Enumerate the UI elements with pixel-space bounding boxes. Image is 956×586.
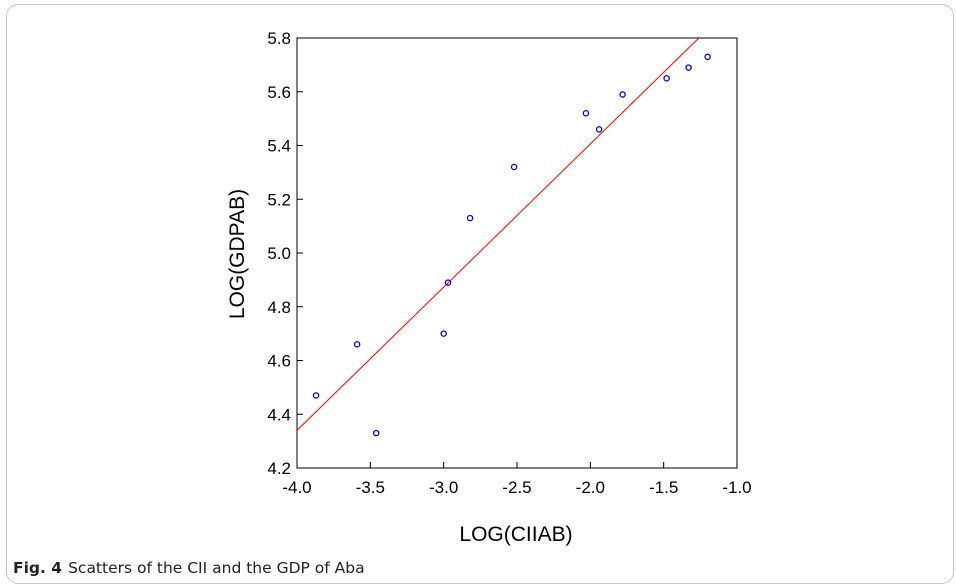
y-tick-label-0: 4.2 — [267, 459, 291, 478]
figure-caption-text: Scatters of the CII and the GDP of Aba — [68, 559, 365, 577]
data-point-0-10 — [663, 75, 670, 82]
y-tick-label-3: 4.8 — [267, 298, 291, 317]
data-point-0-3 — [440, 330, 447, 337]
data-point-0-1 — [353, 341, 361, 348]
y-tick-label-7: 5.6 — [267, 83, 291, 102]
data-point-0-2 — [372, 429, 380, 437]
x-tick-label-3: -2.5 — [502, 478, 531, 497]
data-point-0-11 — [685, 64, 692, 71]
y-axis-label: LOG(GDPAB) — [226, 189, 249, 319]
x-tick-label-4: -2.0 — [576, 478, 605, 497]
y-tick-label-1: 4.4 — [267, 405, 291, 424]
x-tick-label-2: -3.0 — [429, 478, 458, 497]
x-axis-label: LOG(CIIAB) — [459, 523, 572, 546]
data-point-0-8 — [595, 126, 603, 133]
data-point-0-12 — [704, 53, 711, 61]
x-tick-label-0: -4.0 — [282, 478, 311, 497]
fit-line — [297, 38, 700, 431]
x-tick-label-6: -1.0 — [722, 478, 751, 497]
y-tick-label-6: 5.4 — [267, 137, 291, 156]
y-tick-label-8: 5.8 — [267, 29, 291, 48]
y-tick-label-5: 5.2 — [267, 190, 291, 209]
figure-frame — [6, 4, 954, 584]
data-point-0-4 — [444, 279, 452, 286]
data-point-0-5 — [466, 214, 474, 222]
data-point-0-0 — [312, 392, 320, 399]
data-point-0-7 — [582, 110, 590, 117]
figure-caption: Fig. 4 Scatters of the CII and the GDP of… — [13, 559, 365, 577]
plot-area-frame — [296, 37, 738, 469]
data-point-0-9 — [619, 91, 626, 98]
y-tick-label-4: 5.0 — [267, 244, 291, 263]
x-tick-label-1: -3.5 — [356, 478, 385, 497]
figure-label: Fig. 4 — [13, 559, 63, 577]
x-tick-label-5: -1.5 — [649, 478, 678, 497]
data-point-0-6 — [510, 163, 518, 171]
y-tick-label-2: 4.6 — [267, 352, 291, 371]
